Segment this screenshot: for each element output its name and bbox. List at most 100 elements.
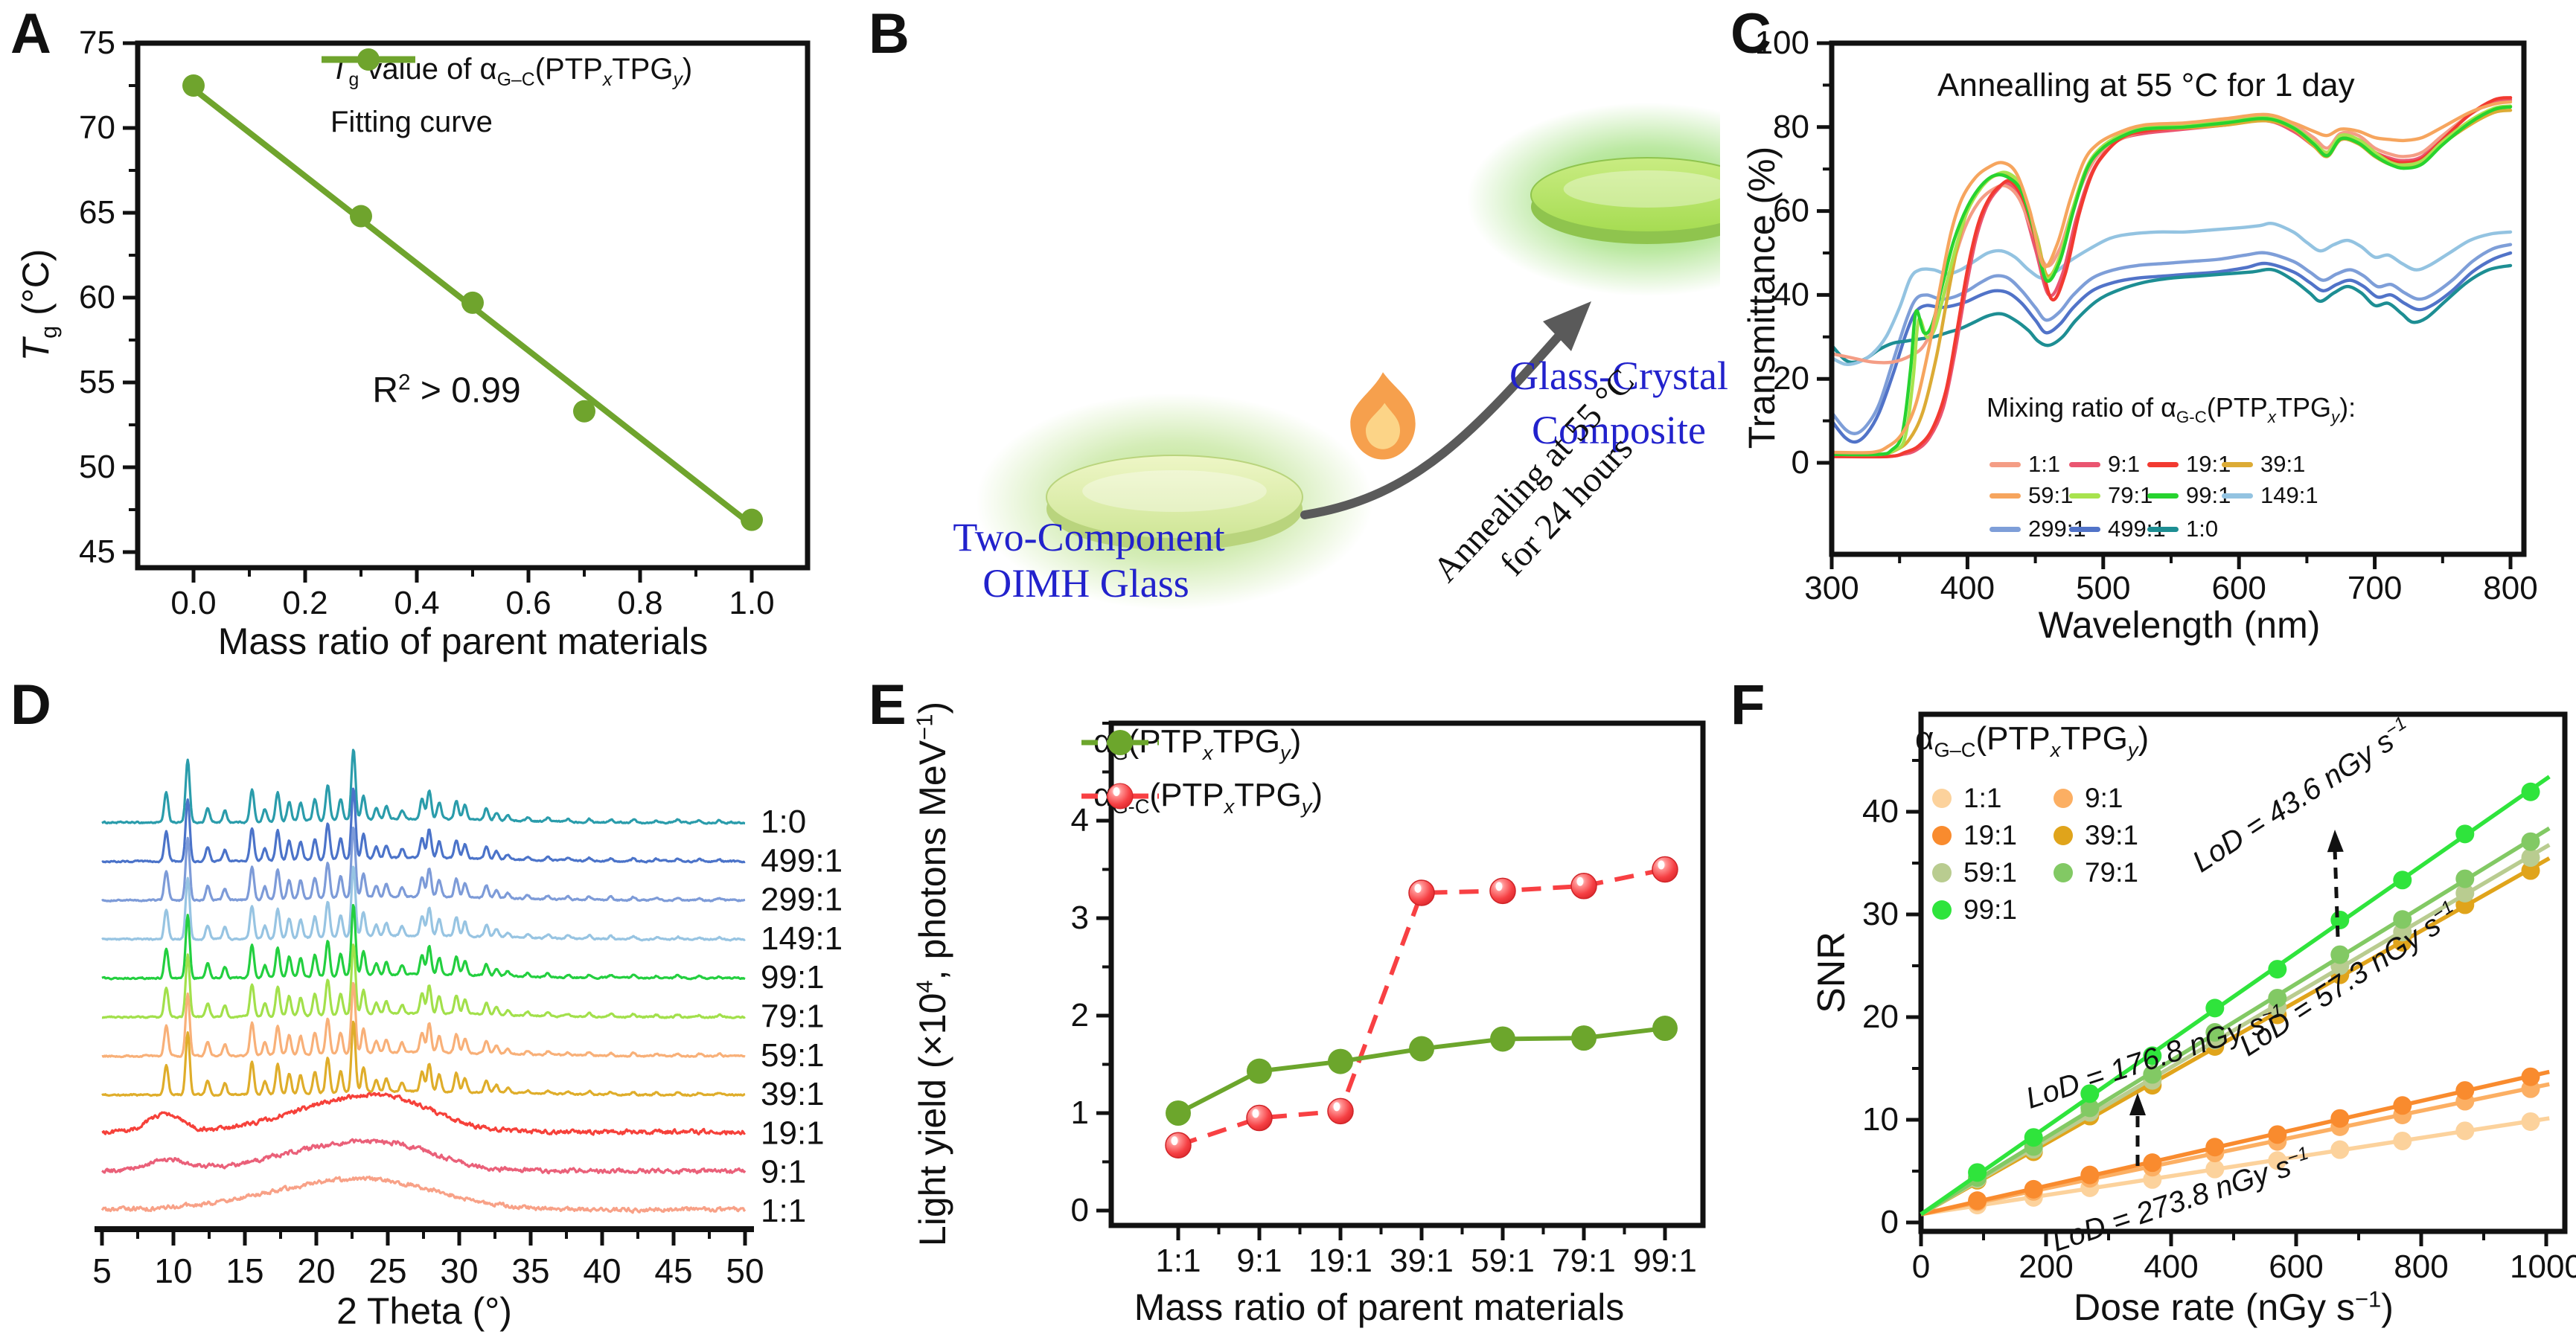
data-point-19:1 (2455, 1081, 2475, 1100)
y-tick-label: 0 (1071, 1192, 1089, 1228)
data-point-99:1 (2455, 824, 2475, 844)
data-point-19:1 (1968, 1191, 1987, 1211)
panel-f-snr-chart: F 0 200 400 600 800 1000 0 10 20 30 40 αG–C(PTPxTP… (1720, 671, 2576, 1343)
x-tick-label: 15 (226, 1251, 263, 1290)
tg-data-point (182, 74, 205, 97)
marker-highlight (1414, 883, 1422, 893)
x-tick-label: 0.4 (394, 585, 439, 621)
trace-label-9:1: 9:1 (761, 1154, 806, 1190)
x-tick-label: 99:1 (1633, 1243, 1697, 1279)
y-tick-label: 20 (1862, 999, 1899, 1035)
data-point-59:1 (2455, 883, 2475, 903)
legend-item-1:0: 1:0 (2147, 516, 2218, 542)
xrd-trace-79:1 (101, 943, 746, 1019)
x-tick-label: 35 (511, 1251, 549, 1290)
legend-marker (1081, 730, 1159, 755)
data-point-39:1 (2521, 861, 2540, 880)
x-tick-label: 600 (2269, 1249, 2323, 1285)
legend-label: Fitting curve (330, 105, 493, 138)
tg-chart-svg: 0.0 0.2 0.4 0.6 0.8 1.0 45 50 55 60 65 70 75 (79, 25, 811, 621)
panel-c-transmittance-chart: C 300 400 500 600 700 800 0 20 40 60 80 100 Anneall… (1720, 0, 2576, 671)
y-tick-label: 65 (79, 194, 115, 231)
x-tick-label: 1:1 (1155, 1243, 1201, 1279)
legend-swatch (1932, 825, 1952, 845)
trace-label-299:1: 299:1 (761, 882, 843, 918)
y-tick-label: 50 (79, 449, 115, 485)
legend-label: 99:1 (1963, 894, 2018, 925)
trace-label-149:1: 149:1 (761, 920, 843, 957)
x-tick-label: 1.0 (729, 585, 774, 621)
marker-highlight (1171, 1136, 1178, 1146)
legend-swatch (1989, 526, 2021, 532)
tg-data-point (573, 400, 595, 423)
trace-label-79:1: 79:1 (761, 999, 825, 1035)
y-tick-label: 40 (1773, 276, 1809, 312)
arrow-head (2129, 1093, 2146, 1115)
y-tick-label: 70 (79, 109, 115, 146)
legend-item-99:1: 99:1 (2147, 482, 2231, 509)
marker-highlight (1333, 1102, 1340, 1112)
glass-label-line2: OIMH Glass (982, 560, 1189, 606)
legend-swatch (2222, 493, 2253, 499)
data-point-19:1 (2080, 1165, 2100, 1185)
legend-label: 79:1 (2085, 857, 2139, 888)
y-tick-label: 20 (1773, 360, 1809, 397)
legend-label: 9:1 (2108, 451, 2141, 477)
marker-highlight (1576, 876, 1584, 886)
panel-b-annealing-diagram: B Two-Component OIMH Glass Glass-Crystal Co… (858, 0, 1728, 671)
data-point-19:1 (2205, 1138, 2225, 1157)
xrd-trace-149:1 (101, 865, 746, 942)
legend-title: Mixing ratio of αG-C(PTPxTPGy): (1987, 392, 2356, 427)
transmittance-curve-99:1 (1832, 105, 2513, 457)
x-tick-label: 500 (2076, 570, 2130, 606)
data-point-19:1 (2143, 1153, 2162, 1173)
legend-swatch (2069, 461, 2100, 467)
tg-data-point (350, 205, 372, 228)
x-axis-label: Dose rate (nGy s−1) (2074, 1286, 2394, 1328)
transmittance-curve-1:0 (1832, 263, 2513, 365)
legend-item-9:1: 9:1 (2069, 451, 2141, 478)
x-tick-label: 19:1 (1308, 1243, 1372, 1279)
legend-item-tg-value: Tg value of αG–C(PTPxTPGy) (320, 45, 692, 98)
legend-swatch (2054, 862, 2073, 882)
legend-label: 59:1 (2028, 482, 2074, 508)
x-tick-label: 600 (2211, 570, 2266, 606)
legend-item-19:1: 19:1 (2147, 451, 2231, 478)
r-squared-annotation: R2 > 0.99 (372, 370, 521, 411)
data-point-99:1 (2268, 960, 2287, 979)
green-data-point (1409, 1036, 1434, 1062)
axis-frame (1918, 711, 2568, 1234)
legend-swatch (1932, 900, 1952, 920)
tg-data-point (741, 508, 763, 531)
panel-e-light-yield-chart: E 1:1 9:1 19:1 39:1 59:1 79:1 99:1 0 1 2 3 4 αG(PTP… (858, 671, 1720, 1343)
legend-swatch (2147, 526, 2179, 532)
data-point-99:1 (2205, 999, 2225, 1018)
x-tick-label: 0.0 (170, 585, 216, 621)
y-tick-label: 0 (1881, 1204, 1899, 1240)
legend-marker-line (322, 56, 415, 63)
y-tick-label: 60 (1773, 193, 1809, 229)
transmittance-curve-19:1 (1832, 96, 2513, 459)
legend-swatch (2147, 461, 2179, 467)
data-point-19:1 (2268, 1125, 2287, 1144)
data-point-1:1 (2455, 1121, 2475, 1141)
y-axis-label: Transmittance (%) (1741, 146, 1783, 449)
x-axis-label: 2 Theta (°) (336, 1290, 512, 1332)
data-point-99:1 (2393, 871, 2412, 890)
data-point-1:1 (2330, 1140, 2350, 1159)
legend-item-19:1: 19:1 (1932, 820, 2017, 850)
flame-inner (1366, 403, 1400, 449)
legend-label: 19:1 (1963, 820, 2018, 850)
data-point-19:1 (2521, 1067, 2540, 1086)
composite-disc-highlight (1563, 170, 1720, 208)
legend-item-fitting-curve: Fitting curve (320, 56, 692, 146)
legend-swatch (2069, 493, 2100, 499)
annealing-arrow (1300, 320, 1573, 519)
x-axis-label: Mass ratio of parent materials (217, 621, 709, 662)
legend-a: Tg value of αG–C(PTPxTPGy) Fitting curve (320, 45, 692, 146)
data-point-79:1 (2080, 1098, 2100, 1118)
x-tick-label: 50 (726, 1251, 764, 1290)
green-data-point (1247, 1058, 1272, 1084)
legend-label: Tg value of αG–C(PTPxTPGy) (330, 52, 693, 90)
data-point-79:1 (2393, 910, 2412, 929)
